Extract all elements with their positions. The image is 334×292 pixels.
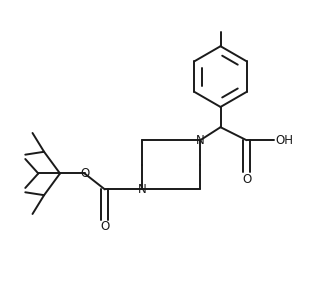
- Text: OH: OH: [276, 134, 294, 147]
- Text: O: O: [100, 220, 110, 234]
- Text: O: O: [242, 173, 251, 186]
- Text: O: O: [80, 167, 89, 180]
- Text: N: N: [138, 183, 147, 196]
- Text: N: N: [196, 134, 205, 147]
